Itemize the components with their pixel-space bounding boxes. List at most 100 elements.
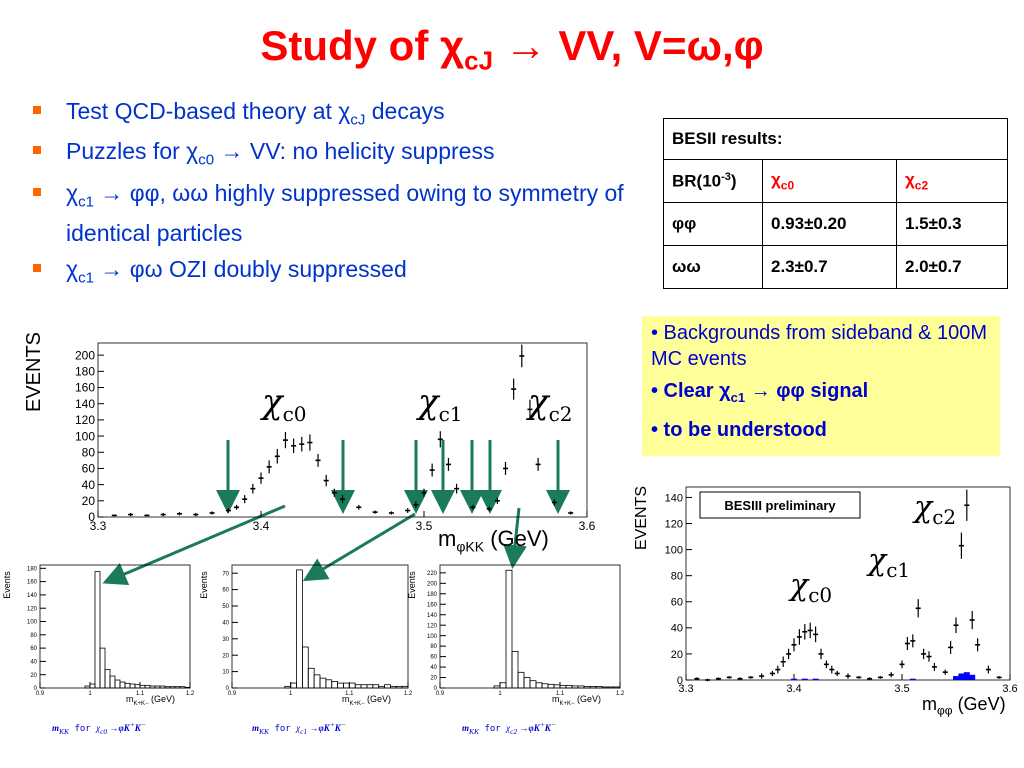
background-bar	[812, 678, 819, 680]
data-point	[282, 439, 288, 441]
data-point	[388, 512, 394, 514]
x-tick-label: 3.5	[416, 519, 433, 533]
y-label: Events	[199, 571, 209, 599]
y-tick-label: 140	[665, 492, 683, 504]
data-point	[209, 512, 215, 514]
background-bar	[791, 678, 797, 680]
data-point	[445, 463, 451, 466]
data-point	[834, 672, 840, 675]
data-point	[915, 607, 921, 610]
hist-bar	[613, 686, 621, 689]
data-point	[494, 500, 500, 502]
data-point	[160, 513, 166, 516]
data-point	[519, 355, 525, 357]
annotation: χc1	[868, 543, 911, 582]
data-point	[299, 443, 305, 445]
y-tick-label: 40	[430, 665, 437, 671]
y-tick-label: 40	[222, 621, 229, 627]
data-point	[969, 619, 975, 621]
hist-bar	[529, 680, 537, 689]
data-point	[958, 544, 964, 547]
data-point	[829, 668, 835, 671]
y-tick-label: 80	[671, 571, 683, 583]
x-tick-label: 1.1	[345, 691, 354, 697]
data-point	[258, 477, 264, 479]
hist-bar	[354, 684, 362, 689]
y-tick-label: 140	[27, 593, 38, 599]
x-tick-label: 1.2	[186, 691, 195, 697]
annotation: χc0	[790, 568, 833, 607]
y-tick-label: 120	[27, 606, 38, 612]
hist-bar	[583, 686, 591, 689]
bullet: Test QCD-based theory at χcJ decays	[33, 96, 626, 136]
y-tick-label: 20	[222, 653, 229, 659]
data-point	[780, 660, 786, 663]
y-tick-label: 60	[30, 646, 37, 652]
data-point	[266, 466, 272, 468]
hist-bar	[505, 569, 513, 689]
data-point	[769, 672, 775, 675]
x-tick-label: 1	[289, 691, 293, 697]
hist-bar	[559, 684, 567, 689]
data-point	[985, 668, 991, 671]
data-point	[242, 498, 248, 500]
cell: χc0	[762, 159, 897, 203]
cell: ωω	[663, 245, 763, 289]
y-tick-label: 30	[222, 637, 229, 643]
y-tick-label: 120	[665, 518, 683, 530]
note: • to be understood	[651, 419, 827, 441]
hist-bar	[499, 682, 507, 689]
data-point	[551, 501, 557, 504]
x-tick-label: 0.9	[436, 691, 445, 697]
hist-bar	[571, 685, 579, 689]
data-point	[904, 642, 910, 645]
y-tick-label: 160	[27, 580, 38, 586]
background-bar	[963, 672, 970, 680]
hist-bar	[547, 683, 555, 689]
data-point	[975, 643, 981, 646]
hist-bar	[154, 685, 161, 689]
data-point	[948, 646, 954, 649]
y-tick-label: 20	[82, 494, 96, 508]
note: • Backgrounds from sideband & 100M MC ev…	[651, 322, 988, 370]
hist-bar	[84, 685, 91, 689]
cell: 2.3±0.7	[762, 245, 897, 289]
hist-bar	[301, 646, 309, 689]
data-point	[291, 444, 297, 447]
x-tick-label: 3.4	[253, 519, 270, 533]
data-point	[818, 653, 824, 655]
y-tick-label: 160	[75, 381, 95, 395]
data-point	[694, 677, 700, 680]
plot-frame	[685, 486, 1011, 681]
data-point	[996, 676, 1002, 679]
data-point	[274, 455, 280, 458]
y-label: Events	[2, 571, 12, 599]
hist-bar	[179, 686, 186, 689]
y-tick-label: 0	[34, 686, 38, 692]
caption: mKK for χc0 →φK+K−	[52, 720, 146, 736]
data-point	[726, 676, 732, 679]
data-point	[942, 671, 948, 673]
data-point	[503, 467, 508, 470]
cell: 0.93±0.20	[762, 202, 897, 246]
plot-frame	[439, 564, 621, 689]
plot-frame	[97, 342, 588, 518]
data-point	[331, 491, 337, 494]
hist-bar	[119, 681, 126, 689]
caption: mKK for χc1 →φK+K−	[252, 720, 346, 736]
x-tick-label: 0.9	[228, 691, 237, 697]
hist-bar	[535, 682, 543, 689]
hist-bar	[589, 686, 597, 689]
cell: 2.0±0.7	[896, 245, 1008, 289]
hist-bar	[389, 685, 397, 689]
data-point	[421, 491, 427, 494]
caption: mKK for χc2 →φK+K−	[462, 720, 556, 736]
hist-bar	[169, 686, 176, 689]
background-bar	[969, 674, 976, 680]
y-label: Events	[407, 571, 417, 599]
y-tick-label: 60	[222, 588, 229, 594]
x-tick-label: 3.3	[678, 683, 693, 695]
data-point	[511, 388, 517, 390]
x-tick-label: 1	[88, 691, 92, 697]
